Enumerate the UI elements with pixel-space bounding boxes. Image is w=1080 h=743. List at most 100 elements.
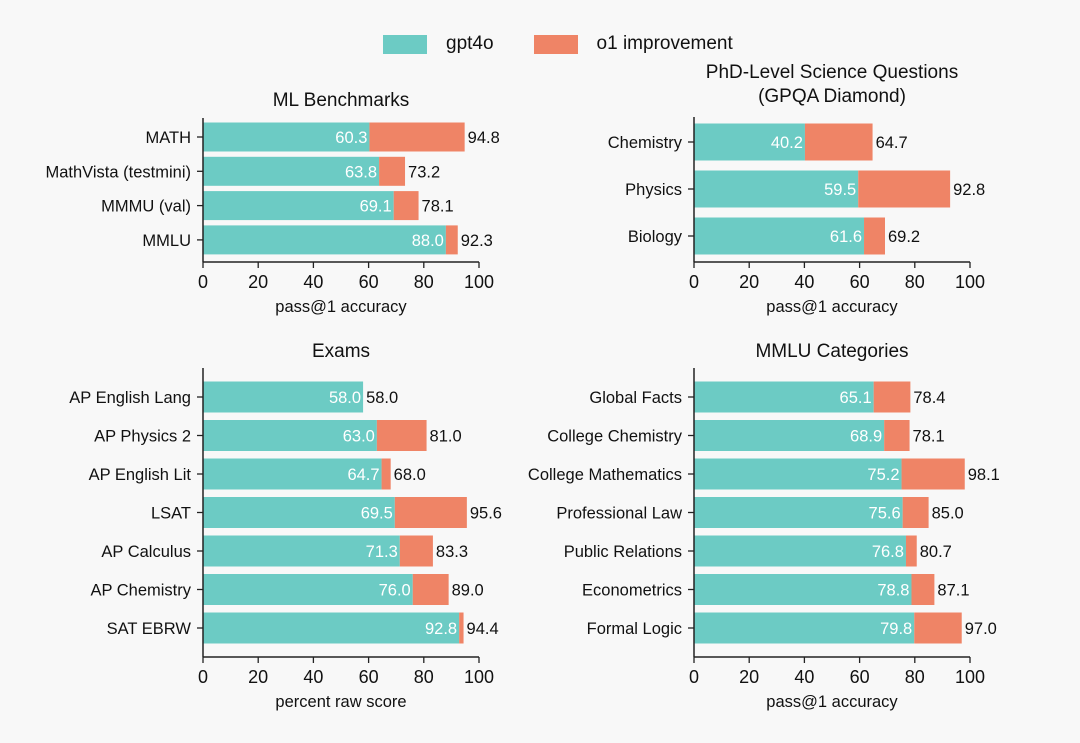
- y-tick-label: MMLU: [142, 232, 191, 250]
- data-label-gpt4o: 68.9: [850, 428, 882, 446]
- x-axis-label: pass@1 accuracy: [275, 298, 407, 316]
- data-label-o1: 85.0: [932, 505, 964, 523]
- y-tick-label: AP English Lit: [89, 466, 192, 484]
- x-tick-label: 40: [303, 272, 323, 292]
- data-label-gpt4o: 69.5: [361, 505, 393, 523]
- bar-gpt4o: [694, 535, 906, 567]
- x-tick-label: 40: [794, 272, 814, 292]
- y-tick-label: SAT EBRW: [107, 620, 192, 638]
- bar-o1-improvement: [376, 420, 427, 451]
- x-tick-label: 20: [248, 667, 268, 687]
- y-tick-label: Formal Logic: [587, 620, 682, 638]
- data-label-o1: 78.1: [422, 198, 454, 216]
- chart-title: PhD-Level Science Questions: [706, 62, 958, 83]
- bar-gpt4o: [694, 381, 874, 413]
- data-label-o1: 83.3: [436, 543, 468, 561]
- bar-o1-improvement: [884, 420, 910, 451]
- bar-gpt4o: [203, 156, 380, 186]
- bar-gpt4o: [203, 458, 382, 490]
- y-tick-label: College Chemistry: [547, 428, 683, 446]
- data-label-gpt4o: 65.1: [840, 389, 872, 407]
- data-label-gpt4o: 61.6: [830, 228, 862, 246]
- bar-gpt4o: [694, 612, 915, 644]
- data-label-gpt4o: 60.3: [335, 129, 367, 147]
- data-label-gpt4o: 59.5: [824, 181, 856, 199]
- chart-panel-ml-benchmarks: ML Benchmarks 60.3 94.8 MATH 63.8 73.2 MathVis…: [46, 90, 500, 316]
- bar-gpt4o: [203, 612, 460, 644]
- bar-o1-improvement: [369, 122, 465, 152]
- y-tick-label: AP Physics 2: [94, 428, 191, 446]
- y-tick-label: Professional Law: [556, 505, 682, 523]
- data-label-gpt4o: 92.8: [425, 620, 457, 638]
- bar-gpt4o: [203, 535, 400, 567]
- bar-gpt4o: [203, 420, 377, 451]
- bar-o1-improvement: [394, 497, 467, 528]
- x-tick-label: 80: [905, 667, 925, 687]
- chart-panel-mmlu-categories: MMLU Categories 65.1 78.4 Global Facts 68.9 7…: [528, 341, 1000, 711]
- x-tick-label: 0: [689, 272, 699, 292]
- x-axis-label: pass@1 accuracy: [766, 693, 898, 711]
- chart-panel-exams: Exams 58.0 58.0 AP English Lang 63.0 81.0 AP P…: [69, 341, 502, 711]
- y-tick-label: Global Facts: [589, 389, 682, 407]
- x-tick-label: 80: [905, 272, 925, 292]
- legend: gpt4o o1 improvement: [383, 31, 773, 57]
- legend-swatch-gpt4o: [383, 34, 427, 54]
- data-label-gpt4o: 79.8: [880, 620, 912, 638]
- y-tick-label: Econometrics: [582, 582, 682, 600]
- bar-gpt4o: [694, 123, 805, 161]
- data-label-gpt4o: 78.8: [877, 582, 909, 600]
- data-label-gpt4o: 40.2: [771, 134, 803, 152]
- bar-o1-improvement: [445, 225, 458, 255]
- bar-o1-improvement: [914, 612, 962, 644]
- y-tick-label: Public Relations: [564, 543, 682, 561]
- x-tick-label: 60: [850, 667, 870, 687]
- x-tick-label: 0: [198, 667, 208, 687]
- data-label-gpt4o: 88.0: [412, 232, 444, 250]
- data-label-o1: 97.0: [965, 620, 997, 638]
- chart-title: Exams: [312, 341, 370, 362]
- data-label-o1: 68.0: [394, 466, 426, 484]
- chart-panel-phd-level-science-questions: PhD-Level Science Questions (GPQA Diamond…: [608, 62, 986, 316]
- x-tick-label: 100: [464, 667, 494, 687]
- bar-o1-improvement: [459, 612, 464, 644]
- bar-gpt4o: [694, 420, 885, 451]
- data-label-o1: 73.2: [408, 163, 440, 181]
- data-label-gpt4o: 69.1: [360, 198, 392, 216]
- bar-o1-improvement: [379, 156, 406, 186]
- bar-gpt4o: [203, 497, 395, 528]
- data-label-o1: 78.4: [913, 389, 945, 407]
- data-label-gpt4o: 63.0: [343, 428, 375, 446]
- data-label-o1: 87.1: [937, 582, 969, 600]
- legend-swatch-o1-improvement: [533, 34, 578, 54]
- y-tick-label: MATH: [145, 129, 191, 147]
- x-tick-label: 0: [198, 272, 208, 292]
- y-tick-label: LSAT: [151, 505, 191, 523]
- data-label-o1: 69.2: [888, 228, 920, 246]
- data-label-gpt4o: 64.7: [347, 466, 379, 484]
- x-tick-label: 60: [850, 272, 870, 292]
- x-tick-label: 0: [689, 667, 699, 687]
- x-tick-label: 80: [414, 667, 434, 687]
- data-label-o1: 95.6: [470, 505, 502, 523]
- bar-gpt4o: [694, 217, 865, 255]
- bar-gpt4o: [694, 497, 903, 528]
- y-tick-label: AP Calculus: [101, 543, 191, 561]
- bar-gpt4o: [203, 225, 446, 255]
- data-label-gpt4o: 75.2: [867, 466, 899, 484]
- bar-o1-improvement: [393, 191, 419, 221]
- data-label-o1: 80.7: [920, 543, 952, 561]
- legend-item-gpt4o: gpt4o: [383, 33, 494, 55]
- data-label-gpt4o: 63.8: [345, 163, 377, 181]
- y-tick-label: MMMU (val): [101, 198, 191, 216]
- x-tick-label: 100: [955, 667, 985, 687]
- bar-o1-improvement: [911, 574, 935, 605]
- y-tick-label: Physics: [625, 181, 682, 199]
- bar-o1-improvement: [864, 217, 885, 255]
- x-tick-label: 40: [303, 667, 323, 687]
- data-label-gpt4o: 58.0: [329, 389, 361, 407]
- data-label-o1: 58.0: [366, 389, 398, 407]
- x-tick-label: 20: [739, 667, 759, 687]
- data-label-o1: 98.1: [968, 466, 1000, 484]
- bar-o1-improvement: [858, 170, 951, 208]
- x-axis-label: pass@1 accuracy: [766, 298, 898, 316]
